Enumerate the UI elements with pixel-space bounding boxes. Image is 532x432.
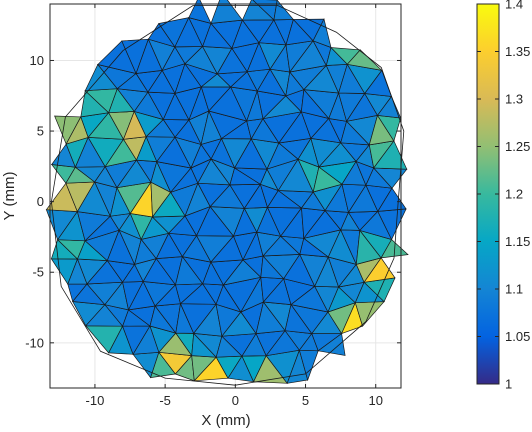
mesh-element: [312, 18, 332, 49]
y-tick-label: 0: [37, 194, 44, 209]
mesh-element: [376, 95, 402, 119]
y-tick-label: -10: [25, 335, 44, 350]
colorbar-tick-label: 1.2: [505, 187, 523, 202]
colorbar-tick-label: 1: [505, 377, 512, 392]
colorbar-ticks: 1 1.05 1.1 1.15 1.2 1.25 1.3 1.35 1.4: [477, 0, 530, 392]
y-tick-label: -5: [32, 265, 44, 280]
x-tick-label: -5: [159, 393, 171, 408]
mesh-element: [317, 332, 346, 356]
colorbar-tick-label: 1.1: [505, 282, 523, 297]
x-tick-label: 0: [232, 393, 239, 408]
mesh-element: [346, 49, 383, 71]
mesh-element: [188, 0, 212, 24]
mesh-element: [363, 257, 396, 283]
mesh-boundary: [50, 5, 405, 386]
plot-frame: [49, 3, 402, 389]
y-axis-label: Y (mm): [1, 172, 18, 221]
colorbar-tick-label: 1.35: [505, 44, 530, 59]
colorbar-tick-label: 1.15: [505, 234, 530, 249]
y-tick-label: 5: [37, 124, 44, 139]
colorbar-tick-label: 1.4: [505, 0, 523, 12]
y-tick-label: 10: [30, 53, 44, 68]
colorbar-tick-label: 1.25: [505, 139, 530, 154]
mesh-element: [273, 0, 295, 21]
x-tick-label: 10: [368, 393, 382, 408]
x-tick-label: -10: [86, 393, 105, 408]
colorbar-tick-label: 1.05: [505, 329, 530, 344]
x-axis-label: X (mm): [201, 412, 250, 429]
x-axis-ticks: -10 -5 0 5 10: [86, 4, 383, 408]
x-tick-label: 5: [302, 393, 309, 408]
mesh-element: [210, 0, 244, 24]
colorbar-tick-label: 1.3: [505, 92, 523, 107]
mesh-element: [373, 140, 408, 170]
mesh-elements: [45, 0, 409, 386]
y-axis-ticks: -10 -5 0 5 10: [25, 53, 401, 350]
mesh-element: [377, 187, 407, 212]
